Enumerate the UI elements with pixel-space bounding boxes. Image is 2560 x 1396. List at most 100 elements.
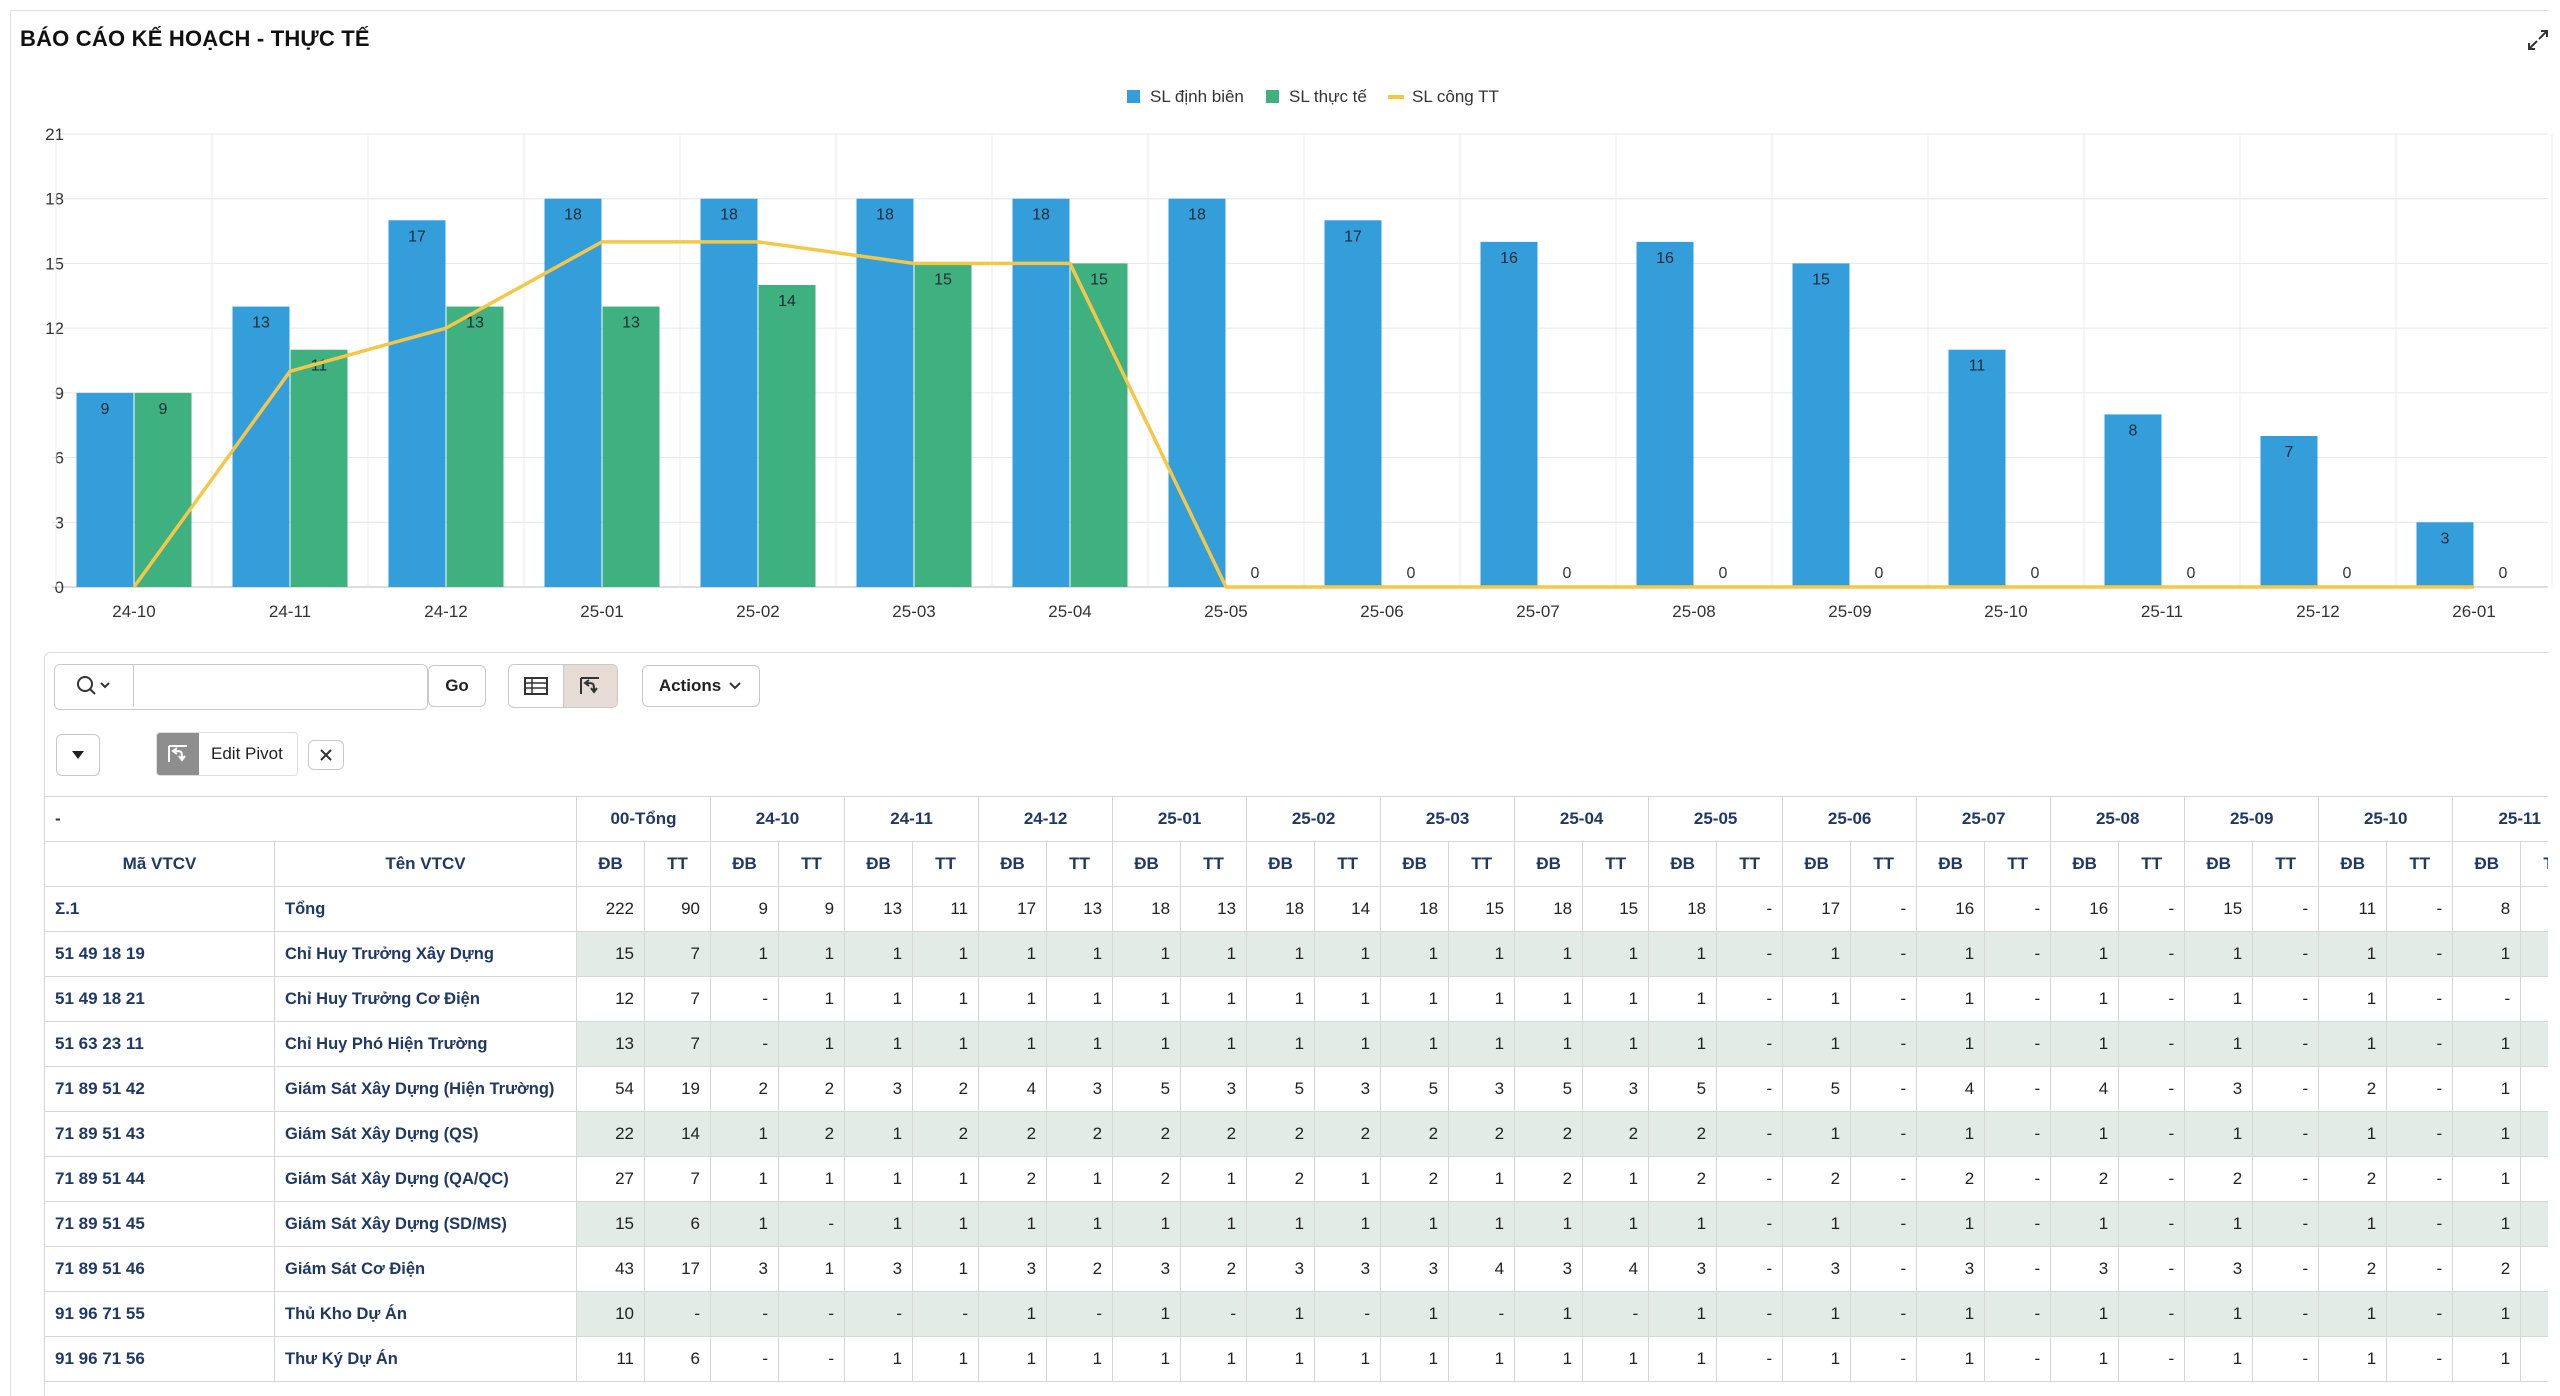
sub-header-tt[interactable]: TT <box>1314 841 1382 887</box>
sub-header-db[interactable]: ĐB <box>1246 841 1316 887</box>
cell-value: 9 <box>710 886 780 932</box>
cell-value: 1 <box>1314 1336 1382 1382</box>
cell-value: 1 <box>2184 1201 2254 1247</box>
y-tick-label: 21 <box>45 125 64 144</box>
cell-value: - <box>2386 931 2454 977</box>
edit-pivot-chip[interactable]: Edit Pivot <box>156 732 298 776</box>
period-header[interactable]: 25-09 <box>2184 796 2320 842</box>
sub-header-db[interactable]: ĐB <box>2184 841 2254 887</box>
report-view-button[interactable] <box>509 665 563 707</box>
cell-value: 11 <box>2318 886 2388 932</box>
cell-value: 4 <box>1582 1246 1650 1292</box>
sub-header-db[interactable]: ĐB <box>576 841 645 887</box>
period-header[interactable]: 25-05 <box>1648 796 1784 842</box>
sub-header-db[interactable]: ĐB <box>710 841 780 887</box>
sub-header-tt[interactable]: TT <box>2118 841 2186 887</box>
row-code: 91 96 71 56 <box>44 1336 275 1382</box>
col-header-code[interactable]: Mã VTCV <box>44 841 275 887</box>
cell-value: - <box>2252 931 2320 977</box>
sub-header-tt[interactable]: TT <box>1716 841 1784 887</box>
sub-header-db[interactable]: ĐB <box>844 841 914 887</box>
sub-header-tt[interactable]: TT <box>1582 841 1650 887</box>
cell-value: 90 <box>643 886 712 932</box>
x-tick-label: 24-10 <box>112 602 155 621</box>
period-header[interactable]: 24-11 <box>844 796 980 842</box>
cell-value: 43 <box>576 1246 645 1292</box>
actions-menu-button[interactable]: Actions <box>642 665 760 707</box>
period-header[interactable]: 25-06 <box>1782 796 1918 842</box>
sub-header-tt[interactable]: TT <box>2252 841 2320 887</box>
sub-header-tt[interactable]: TT <box>643 841 712 887</box>
period-header[interactable]: 25-02 <box>1246 796 1382 842</box>
sub-header-db[interactable]: ĐB <box>1514 841 1584 887</box>
cell-value: 1 <box>1112 1201 1182 1247</box>
table-row: 51 63 23 11 Chỉ Huy Phó Hiện Trường 13 7-1 1… <box>44 1021 2548 1067</box>
cell-value: - <box>2118 1111 2186 1157</box>
cell-value: - <box>2386 886 2454 932</box>
period-header[interactable]: 25-04 <box>1514 796 1650 842</box>
collapse-toggle-button[interactable] <box>56 734 100 776</box>
sub-header-db[interactable]: ĐB <box>1380 841 1450 887</box>
sub-header-db[interactable]: ĐB <box>1916 841 1986 887</box>
cell-value: 1 <box>1180 1156 1248 1202</box>
sub-header-db[interactable]: ĐB <box>1648 841 1718 887</box>
period-header[interactable]: 00-Tổng <box>575 796 712 842</box>
sub-header-db[interactable]: ĐB <box>2318 841 2388 887</box>
cell-value: 1 <box>1246 1336 1316 1382</box>
sub-header-tt[interactable]: TT <box>2386 841 2454 887</box>
cell-value: - <box>1984 1156 2052 1202</box>
remove-pivot-button[interactable] <box>308 740 344 770</box>
cell-value: 1 <box>1582 1156 1650 1202</box>
sub-header-db[interactable]: ĐB <box>2050 841 2120 887</box>
cell-value: - <box>1716 1291 1784 1337</box>
pivot-view-button[interactable] <box>562 665 617 707</box>
go-button[interactable]: Go <box>428 665 486 707</box>
sub-header-tt[interactable]: TT <box>2520 841 2548 887</box>
sub-header-tt[interactable]: TT <box>1180 841 1248 887</box>
sub-header-db[interactable]: ĐB <box>978 841 1048 887</box>
cell-value: 1 <box>978 1021 1048 1067</box>
period-header[interactable]: 24-10 <box>710 796 846 842</box>
col-header-name[interactable]: Tên VTCV <box>274 841 577 887</box>
cell-value: 3 <box>1916 1246 1986 1292</box>
cell-value: 2 <box>1448 1111 1516 1157</box>
period-header[interactable]: 25-10 <box>2318 796 2454 842</box>
sub-header-tt[interactable]: TT <box>1850 841 1918 887</box>
cell-value: - <box>1850 886 1918 932</box>
sub-header-tt[interactable]: TT <box>1984 841 2052 887</box>
sub-header-tt[interactable]: TT <box>1046 841 1114 887</box>
search-input[interactable] <box>135 667 425 707</box>
cell-value: 1 <box>2452 1066 2522 1112</box>
y-tick-label: 12 <box>45 319 64 338</box>
cell-value: 1 <box>1648 1291 1718 1337</box>
sub-header-db[interactable]: ĐB <box>1112 841 1182 887</box>
period-header[interactable]: 25-01 <box>1112 796 1248 842</box>
x-tick-label: 25-12 <box>2296 602 2339 621</box>
cell-value: 15 <box>1582 886 1650 932</box>
expand-icon[interactable] <box>2524 26 2552 54</box>
cell-value: 5 <box>1246 1066 1316 1112</box>
period-header[interactable]: 25-07 <box>1916 796 2052 842</box>
sub-header-tt[interactable]: TT <box>778 841 846 887</box>
cell-value: - <box>2252 976 2320 1022</box>
cell-value: 2 <box>1648 1156 1718 1202</box>
cell-value: - <box>2118 1156 2186 1202</box>
cell-value: 1 <box>2318 976 2388 1022</box>
sub-header-db[interactable]: ĐB <box>1782 841 1852 887</box>
cell-value: 1 <box>1046 1021 1114 1067</box>
period-header[interactable]: 25-03 <box>1380 796 1516 842</box>
cell-value: 1 <box>1582 1021 1650 1067</box>
period-header[interactable]: 24-12 <box>978 796 1114 842</box>
cell-value <box>2520 1156 2548 1202</box>
search-column-button[interactable] <box>55 665 134 707</box>
cell-value: 1 <box>1380 1336 1450 1382</box>
cell-value: 2 <box>1314 1111 1382 1157</box>
period-header[interactable]: 25-08 <box>2050 796 2186 842</box>
period-header[interactable]: 25-11 <box>2452 796 2548 842</box>
row-name: Tổng <box>274 886 577 932</box>
cell-value: 1 <box>1246 1201 1316 1247</box>
sub-header-tt[interactable]: TT <box>912 841 980 887</box>
cell-value: 2 <box>1380 1156 1450 1202</box>
sub-header-db[interactable]: ĐB <box>2452 841 2522 887</box>
sub-header-tt[interactable]: TT <box>1448 841 1516 887</box>
